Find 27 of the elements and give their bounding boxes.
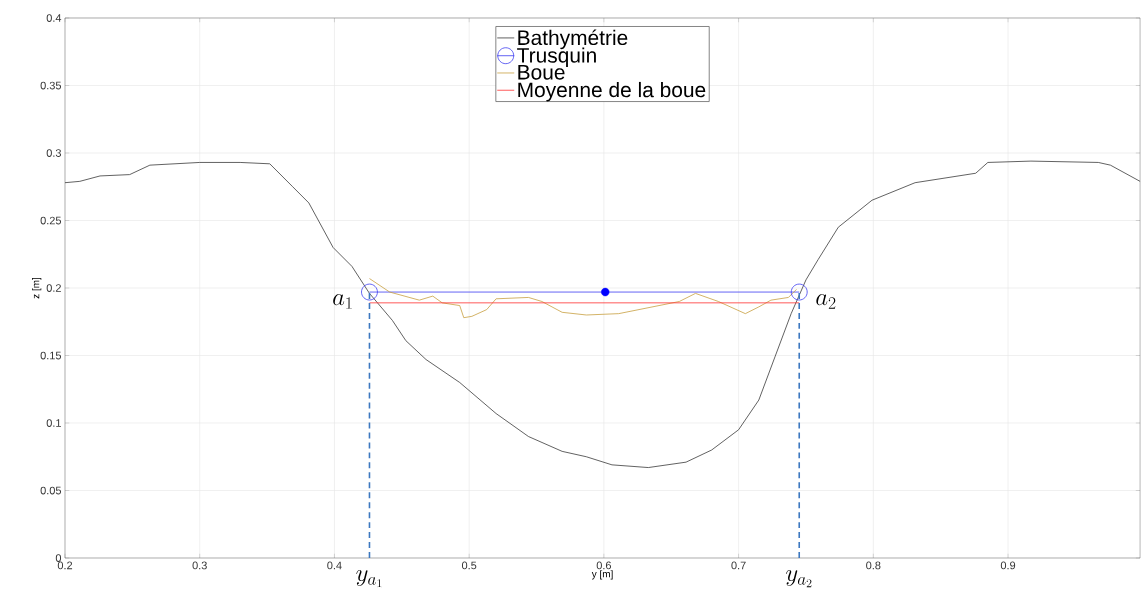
y-axis-title: z [m] <box>31 277 42 299</box>
annotation: $a_2$ <box>816 293 836 309</box>
x-tick-label: 0.2 <box>57 561 73 570</box>
text: $y_{a_1}$ <box>356 569 382 588</box>
x-tick-label: 0.7 <box>731 561 746 570</box>
x-axis-title: y [m] <box>591 570 613 580</box>
text: $y_{a_2}$ <box>786 569 812 588</box>
y-tick-label: 0.1 <box>46 419 61 427</box>
annotation: $a_1$ <box>333 293 352 309</box>
line-series <box>369 278 797 319</box>
y-tick-label: 0.35 <box>40 81 62 90</box>
x-tick-label: 0.5 <box>461 561 477 570</box>
y-tick-label: 0 <box>55 554 62 562</box>
x-tick-label: 0.4 <box>327 561 342 570</box>
x-tick-label: 0.9 <box>1000 561 1016 570</box>
y-tick-label: 0.3 <box>46 149 61 157</box>
legend-label: Moyenne de la boue <box>518 81 706 102</box>
y-tick-label: 0.4 <box>46 14 62 22</box>
y-tick-label: 0.05 <box>40 486 62 495</box>
y-tick-label: 0.15 <box>40 351 62 360</box>
legend-label: Boue <box>518 65 565 80</box>
line-series <box>64 160 1141 468</box>
y-tick-label: 0.2 <box>46 284 61 292</box>
y-tick-label: 0.25 <box>40 216 62 225</box>
x-tick-label: 0.6 <box>596 561 612 570</box>
x-tick-label: 0.8 <box>866 561 881 570</box>
x-tick-label: 0.3 <box>192 561 207 570</box>
